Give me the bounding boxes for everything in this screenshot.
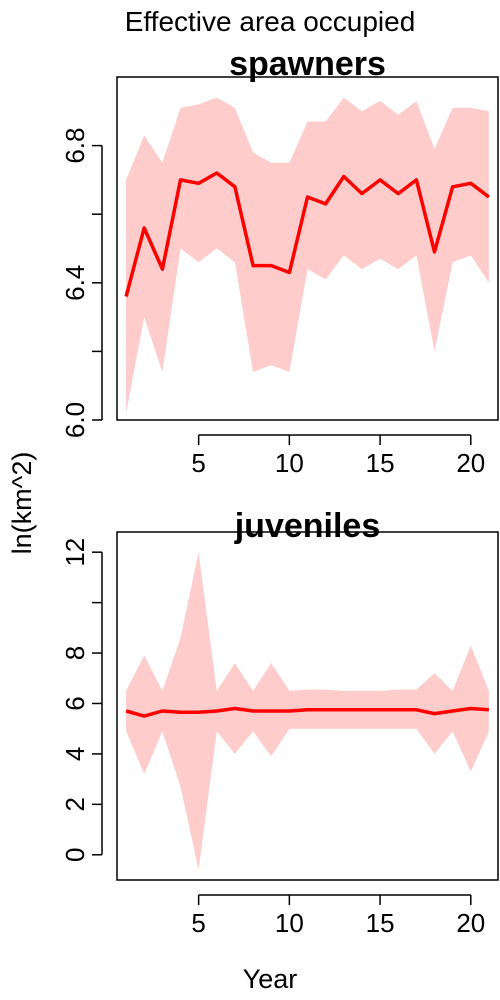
y-axis-title: ln(km^2) (7, 452, 37, 555)
figure-title: Effective area occupied (125, 6, 416, 37)
spawners-y-tick-label: 6.8 (60, 128, 90, 164)
juveniles-x-tick-label: 10 (275, 908, 304, 938)
spawners-x-tick-label: 10 (275, 448, 304, 478)
x-axis-title: Year (243, 964, 298, 994)
spawners-panel-title: spawners (229, 45, 386, 83)
juveniles-y-tick-label: 8 (60, 646, 90, 660)
spawners-x-tick-label: 20 (456, 448, 485, 478)
juveniles-plot-frame (116, 531, 499, 881)
juveniles-panel: juveniles 5 10 15 20 0 2 4 6 8 12 (60, 507, 499, 938)
spawners-y-tick-label: 6.0 (60, 402, 90, 438)
juveniles-y-tick-label: 0 (60, 848, 90, 862)
juveniles-x-tick-label: 15 (366, 908, 395, 938)
juveniles-y-tick-label: 12 (60, 538, 90, 567)
juveniles-y-tick-label: 6 (60, 696, 90, 710)
juveniles-y-tick-label: 2 (60, 797, 90, 811)
juveniles-x-tick-label: 5 (191, 908, 205, 938)
spawners-y-tick-label: 6.4 (60, 265, 90, 301)
spawners-plot-frame (116, 76, 499, 421)
spawners-panel: spawners 5 10 15 20 6.0 6.4 6.8 (60, 45, 499, 478)
spawners-x-tick-label: 5 (191, 448, 205, 478)
spawners-x-tick-label: 15 (366, 448, 395, 478)
juveniles-panel-title: juveniles (234, 507, 381, 545)
juveniles-x-tick-label: 20 (456, 908, 485, 938)
spawners-confidence-band (126, 97, 489, 414)
juveniles-y-tick-label: 4 (60, 747, 90, 761)
